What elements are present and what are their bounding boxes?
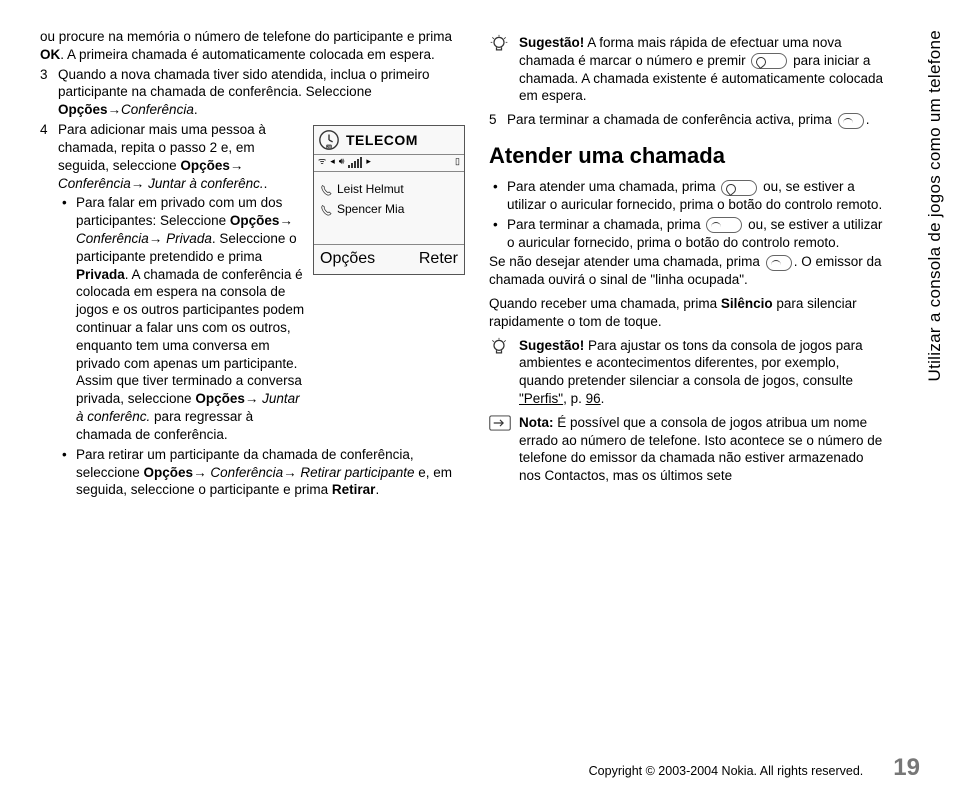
step5-b: .	[866, 112, 870, 127]
page-number: 19	[893, 752, 920, 784]
bullet-remove: • Para retirar um participante da chamad…	[58, 446, 465, 499]
p1-a: Se não desejar atender uma chamada, prim…	[489, 254, 760, 269]
bullet-dot: •	[489, 178, 507, 214]
silence-call: Quando receber uma chamada, prima Silênc…	[489, 295, 884, 331]
left-column: ou procure na memória o número de telefo…	[40, 28, 465, 503]
lightbulb-icon	[489, 337, 509, 357]
step-number: 3	[40, 66, 58, 119]
note-text: Nota: É possível que a consola de jogos …	[519, 414, 884, 485]
reject-call: Se não desejar atender uma chamada, prim…	[489, 253, 884, 289]
bullet-text: Para terminar a chamada, prima ou, se es…	[507, 216, 884, 252]
step-number: 5	[489, 111, 507, 129]
handset-icon	[320, 184, 332, 196]
call-key-icon	[751, 53, 787, 69]
phone-operator: TELECOM	[346, 131, 460, 149]
step-4: 4 28 TELECOM ᯤ ◂ 🔊︎ ▸	[40, 121, 465, 501]
note-icon-cell	[489, 414, 519, 485]
triangle-left-icon: ◂	[330, 156, 335, 168]
step-text: Quando a nova chamada tiver sido atendid…	[58, 66, 465, 119]
softkey-right: Reter	[419, 248, 458, 269]
content-columns: ou procure na memória o número de telefo…	[40, 28, 920, 503]
caller-name-1: Leist Helmut	[337, 182, 404, 198]
b1-a: Para atender uma chamada, prima	[507, 179, 716, 194]
battery-icon: ▯	[455, 156, 460, 168]
b2-a: Para terminar a chamada, prima	[507, 217, 701, 232]
phone-screen: 28 TELECOM ᯤ ◂ 🔊︎ ▸ ▯	[313, 125, 465, 275]
tip-row-1: Sugestão! A forma mais rápida de efectua…	[489, 34, 884, 105]
tip-icon-cell	[489, 34, 519, 105]
note-row: Nota: É possível que a consola de jogos …	[489, 414, 884, 485]
tip-text: Sugestão! A forma mais rápida de efectua…	[519, 34, 884, 105]
bullet-dot: •	[489, 216, 507, 252]
end-key-icon	[706, 217, 742, 233]
step-5: 5 Para terminar a chamada de conferência…	[489, 111, 884, 129]
step-text: Para terminar a chamada de conferência a…	[507, 111, 884, 129]
lightbulb-icon	[489, 34, 509, 54]
phone-top-bar: 28 TELECOM	[314, 126, 464, 155]
phone-body: Leist Helmut Spencer Mia	[314, 172, 464, 244]
step5-a: Para terminar a chamada de conferência a…	[507, 112, 832, 127]
bullet-answer: • Para atender uma chamada, prima ou, se…	[489, 178, 884, 214]
bullet-dot: •	[58, 194, 76, 443]
call-row-2: Spencer Mia	[320, 200, 458, 220]
arrow-note-icon	[489, 415, 511, 431]
step-number: 4	[40, 121, 58, 501]
caller-name-2: Spencer Mia	[337, 202, 404, 218]
tip-icon-cell	[489, 337, 519, 408]
right-column: Sugestão! A forma mais rápida de efectua…	[489, 28, 884, 503]
bullet-text: Para falar em privado com um dos partici…	[76, 194, 305, 443]
intro-text: ou procure na memória o número de telefo…	[40, 28, 465, 64]
speaker-icon: 🔊︎	[339, 156, 345, 168]
step-3: 3 Quando a nova chamada tiver sido atend…	[40, 66, 465, 119]
phone-status-bar: ᯤ ◂ 🔊︎ ▸ ▯	[314, 155, 464, 172]
handset-icon	[320, 204, 332, 216]
bullet-text: Para retirar um participante da chamada …	[76, 446, 465, 499]
call-key-icon	[721, 180, 757, 196]
clock-icon: 28	[318, 129, 340, 151]
signal-bars-icon	[348, 157, 362, 168]
bullet-dot: •	[58, 446, 76, 499]
heading-atender: Atender uma chamada	[489, 141, 884, 170]
step-text: 28 TELECOM ᯤ ◂ 🔊︎ ▸ ▯	[58, 121, 465, 501]
end-key-icon	[838, 113, 864, 129]
call-row-1: Leist Helmut	[320, 180, 458, 200]
tip-row-2: Sugestão! Para ajustar os tons da consol…	[489, 337, 884, 408]
tip-text: Sugestão! Para ajustar os tons da consol…	[519, 337, 884, 408]
phone-softkeys: Opções Reter	[314, 244, 464, 274]
bullet-text: Para atender uma chamada, prima ou, se e…	[507, 178, 884, 214]
bullet-end: • Para terminar a chamada, prima ou, se …	[489, 216, 884, 252]
step4-text-a: Para adicionar mais uma pessoa à chamada…	[58, 122, 267, 190]
antenna-icon: ᯤ	[318, 156, 326, 168]
bullet-private: • Para falar em privado com um dos parti…	[58, 194, 305, 443]
copyright: Copyright © 2003-2004 Nokia. All rights …	[589, 763, 864, 780]
side-tab: Utilizar a consola de jogos como um tele…	[924, 30, 946, 382]
end-key-icon	[766, 255, 792, 271]
svg-text:28: 28	[327, 145, 331, 149]
footer: Copyright © 2003-2004 Nokia. All rights …	[40, 752, 920, 784]
softkey-left: Opções	[320, 248, 375, 269]
triangle-right-icon: ▸	[366, 156, 371, 168]
